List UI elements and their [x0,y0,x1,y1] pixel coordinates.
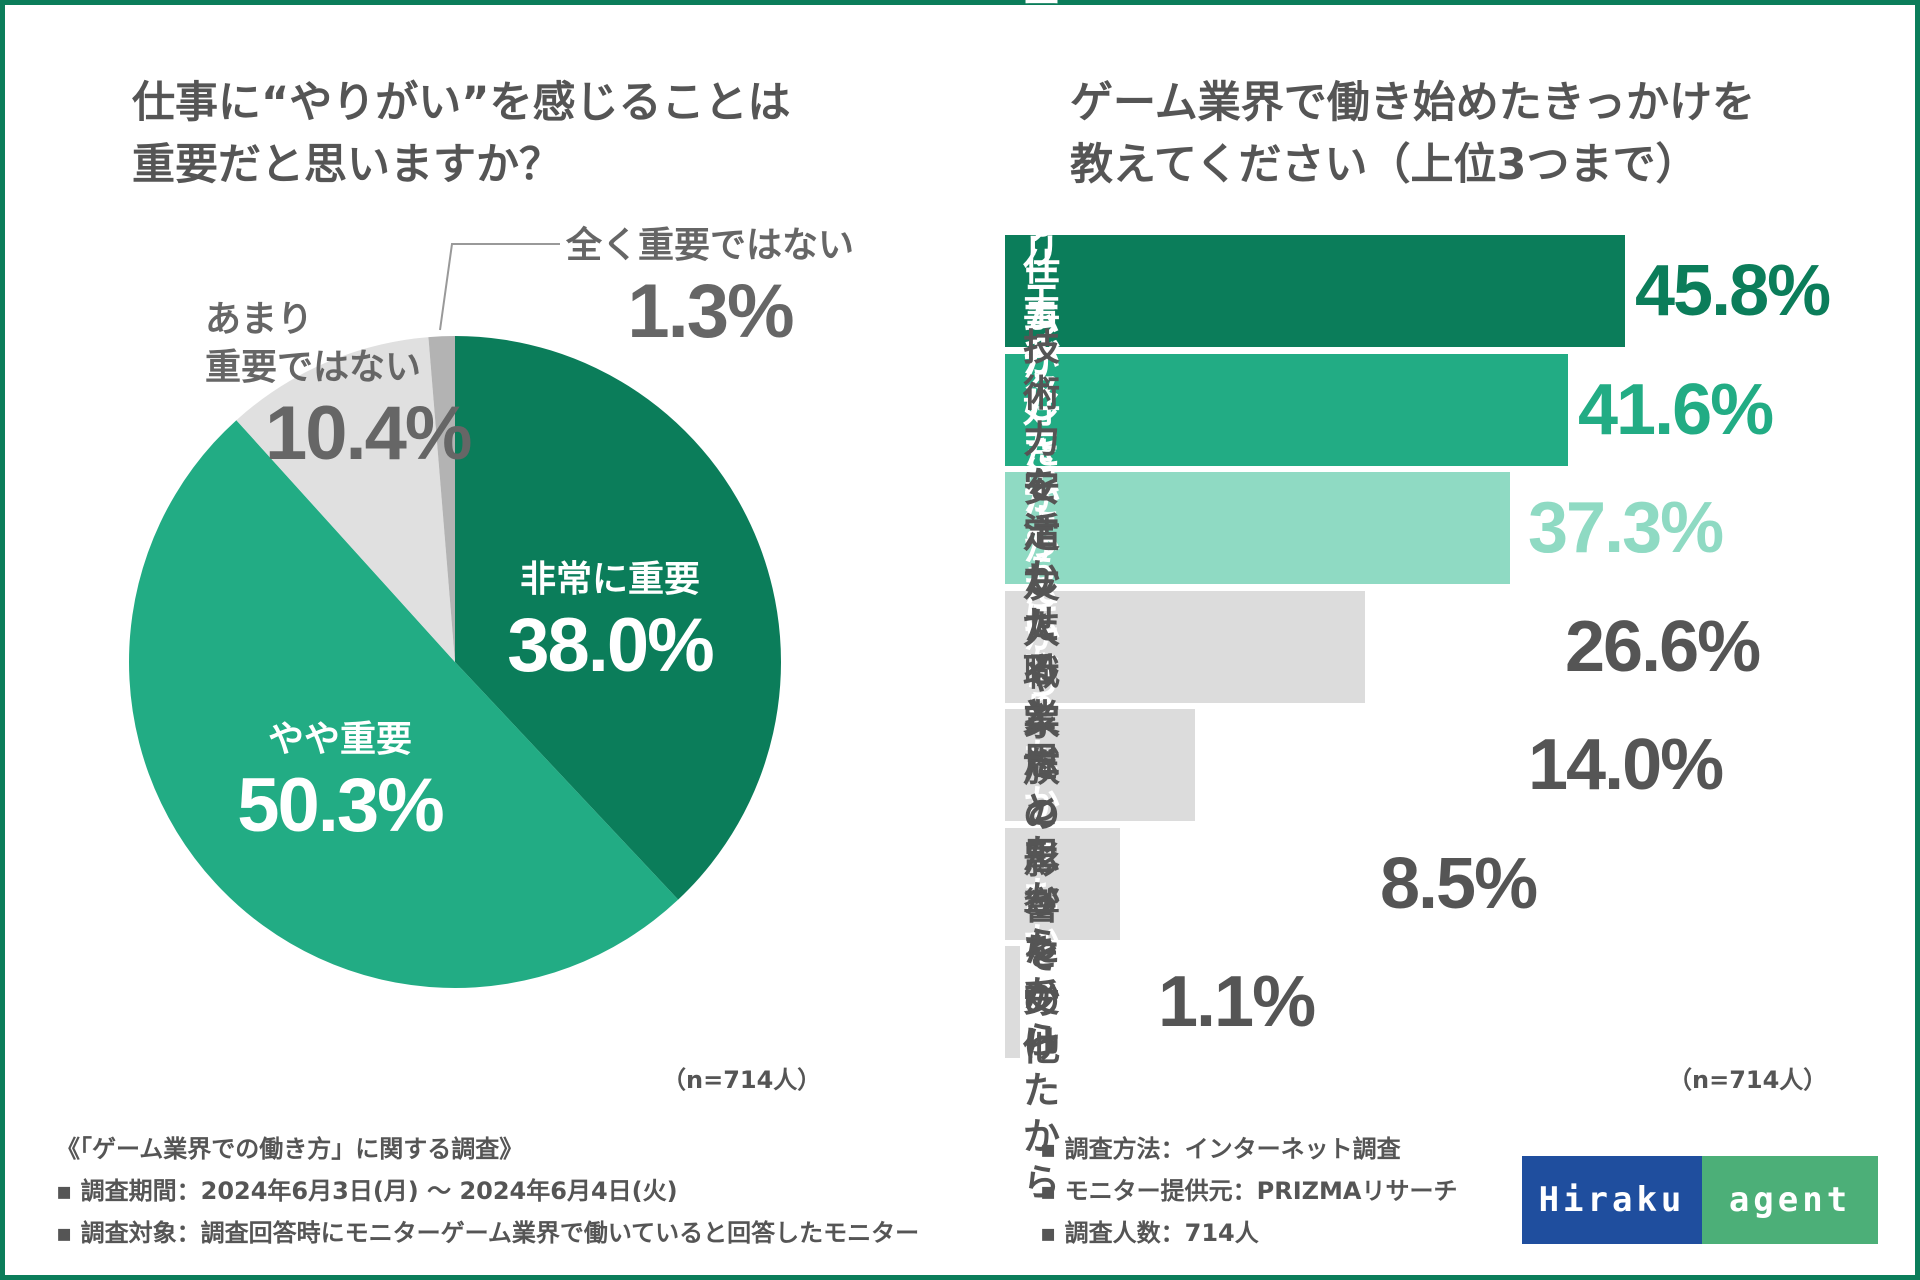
survey-info-right: ▪ 調査方法：インターネット調査 ▪ モニター提供元：PRIZMAリサーチ ▪ … [1040,1128,1457,1254]
bar [1005,828,1120,940]
pie-label-name-line1: あまり [205,299,314,340]
bar-value-label: 45.8% [1635,251,1831,331]
survey-provider: ▪ モニター提供元：PRIZMAリサーチ [1040,1177,1458,1205]
survey-target: ▪ 調査対象：調査回答時にモニターゲーム業界で働いていると回答したモニター [56,1219,920,1247]
survey-info-left: 《「ゲーム業界での働き方」に関する調査》 ▪ 調査期間：2024年6月3日(月)… [56,1128,919,1254]
bar [1005,946,1020,1058]
survey-period: ▪ 調査期間：2024年6月3日(月) 〜 2024年6月4日(火) [56,1177,678,1205]
pie-title-line2: 重要だと思いますか？ [132,140,562,190]
pie-label-value: 50.3% [237,763,445,848]
pie-label-value: 1.3% [627,269,794,354]
pie-label-name-line2: 重要ではない [205,347,422,388]
pie-label-value: 10.4% [265,391,472,476]
logo-agent: agent [1702,1156,1878,1244]
logo-hiraku: Hiraku [1522,1156,1702,1244]
pie-title-line1: 仕事に“やりがい”を感じることは [132,78,791,128]
pie-chart-title: 仕事に“やりがい”を感じることは 重要だと思いますか？ [132,72,791,196]
bar-category-label: その他 [1023,934,1060,1069]
bar [1005,591,1365,703]
bar [1005,235,1625,347]
bar [1005,354,1568,466]
pie-label-somewhat-important: やや重要 50.3% [220,716,460,848]
pie-slice-somewhat-important [129,420,679,988]
pie-label-name: 全く重要ではない [565,225,854,266]
bar-value-label: 37.3% [1528,488,1724,568]
pie-sample-size-note: （n=714人） [662,1066,822,1094]
pie-label-not-very-important: あまり 重要ではない 10.4% [205,296,472,476]
pie-label-very-important: 非常に重要 38.0% [490,556,730,688]
bar-title-line2: 教えてください（上位3つまで） [1070,140,1699,190]
bar-sample-size-note: （n=714人） [1668,1066,1828,1094]
bar-value-label: 14.0% [1528,725,1724,805]
bar-value-label: 41.6% [1578,370,1774,450]
pie-label-value: 38.0% [507,603,715,688]
bar [1005,472,1510,584]
bar-chart-title: ゲーム業界で働き始めたきっかけを 教えてください（上位3つまで） [1070,72,1755,196]
bar-category-label: 友人や家族の影響を 受けたから [1023,563,1060,1204]
bar-value-label: 8.5% [1380,844,1538,924]
pie-slice-not-at-all-important [428,336,455,662]
pie-label-not-at-all-important: 全く重要ではない 1.3% [560,222,860,354]
hiraku-agent-logo: Hiraku agent [1522,1156,1878,1244]
bar-title-line1: ゲーム業界で働き始めたきっかけを [1070,78,1755,128]
pie-label-name: 非常に重要 [519,559,700,600]
survey-count: ▪ 調査人数：714人 [1040,1219,1259,1247]
bar [1005,709,1195,821]
pie-slice-not-very-important [236,337,455,662]
survey-method: ▪ 調査方法：インターネット調査 [1040,1135,1401,1163]
pie-leader-line [439,243,560,331]
bar-value-label: 26.6% [1565,607,1761,687]
pie-slice-very-important [455,336,781,900]
bar-value-label: 1.1% [1158,962,1316,1042]
survey-name: 《「ゲーム業界での働き方」に関する調査》 [56,1135,524,1163]
pie-label-name: やや重要 [267,719,412,760]
